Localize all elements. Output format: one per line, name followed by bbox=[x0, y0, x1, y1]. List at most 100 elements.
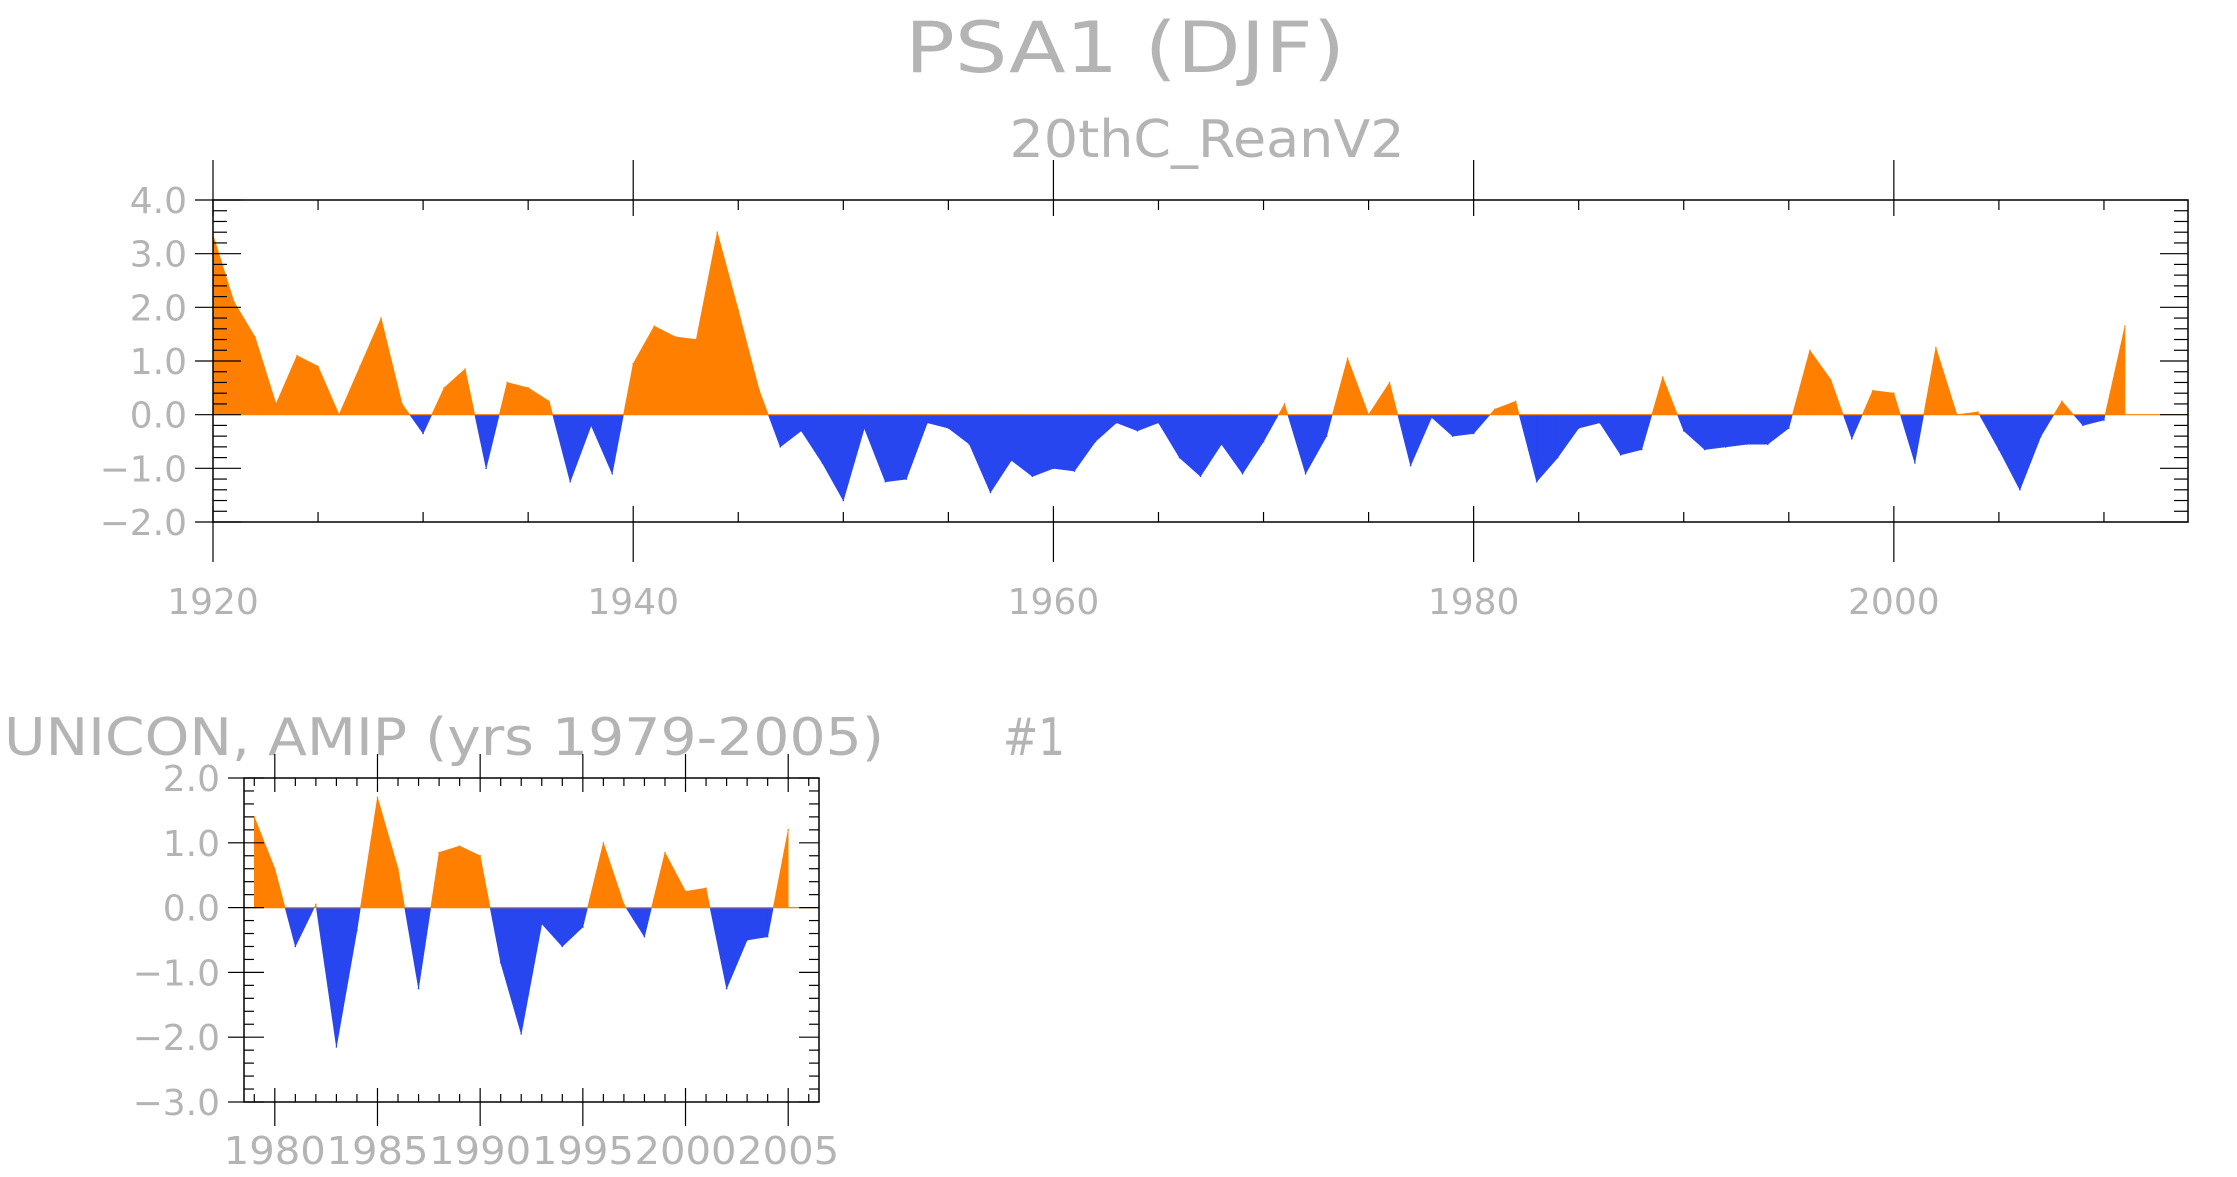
panel2-area-segment-1979 bbox=[253, 816, 276, 908]
panel1-area-segment-1982 bbox=[1518, 414, 1537, 482]
panel2-area-segment-1995 bbox=[582, 907, 588, 928]
panel1-xtick-label-2000: 2000 bbox=[1848, 582, 1940, 623]
panel1-ytick-label: 0.0 bbox=[130, 396, 187, 437]
panel1-area-segment-1997 bbox=[1842, 414, 1853, 439]
panel2-area-segment-1986 bbox=[397, 868, 406, 908]
panel2-point-1984 bbox=[356, 929, 358, 932]
panel2-xtick-label-2000: 2000 bbox=[635, 1129, 737, 1173]
panel1-area-segment-2001 bbox=[1923, 347, 1937, 415]
panel1-point-1936 bbox=[548, 400, 550, 403]
panel1-area-segment-1953 bbox=[906, 414, 928, 480]
panel1-point-1994 bbox=[1766, 443, 1769, 445]
panel1-area-segment-1974 bbox=[1347, 358, 1370, 415]
panel2-point-1990 bbox=[479, 854, 481, 857]
panel2-ytick-label: −2.0 bbox=[133, 1018, 220, 1059]
panel2-point-2003 bbox=[746, 939, 748, 941]
panel2-point-2005 bbox=[787, 829, 789, 831]
panel2-area-segment-2001 bbox=[709, 907, 727, 989]
panel1-point-1978 bbox=[1430, 416, 1433, 419]
panel1-area-segment-1931 bbox=[443, 368, 466, 415]
panel2-area-segment-1989 bbox=[459, 845, 481, 908]
panel1-point-2007 bbox=[2040, 435, 2042, 437]
panel1-area-segment-1952 bbox=[885, 414, 907, 483]
panel1-point-1979 bbox=[1451, 435, 1454, 437]
panel2-area-segment-1996 bbox=[603, 842, 625, 908]
panel1-area-segment-1999 bbox=[1872, 390, 1895, 415]
panel2-point-1993 bbox=[540, 923, 543, 925]
panel1-area-segment-1942 bbox=[674, 336, 697, 415]
panel2-xtick-label-1980: 1980 bbox=[224, 1129, 326, 1173]
panel1-point-1932 bbox=[464, 368, 466, 370]
panel1-area-segment-1976 bbox=[1389, 382, 1399, 415]
panel1-point-1991 bbox=[1703, 448, 1706, 451]
panel1-point-1980 bbox=[1472, 432, 1475, 435]
panel2-run-tag: #1 bbox=[1003, 708, 1065, 768]
panel2-area-segment-2004 bbox=[772, 829, 789, 908]
panel1-area-segment-1928 bbox=[380, 317, 403, 415]
panel1-area-segment-1970 bbox=[1263, 414, 1280, 443]
panel2-axes-frame bbox=[243, 777, 820, 1103]
panel1-point-1996 bbox=[1809, 349, 1811, 352]
panel1-area-segment-1935 bbox=[527, 387, 550, 415]
panel1-area-segment-1929 bbox=[401, 402, 411, 415]
panel1-point-1973 bbox=[1325, 435, 1328, 437]
panel1-area-segment-1993 bbox=[1746, 414, 1769, 445]
panel2-area-segment-2002 bbox=[726, 907, 748, 989]
panel2-point-1999 bbox=[664, 851, 666, 854]
panel1-point-1992 bbox=[1724, 446, 1727, 448]
panel1-point-1954 bbox=[926, 421, 929, 424]
panel2-point-1996 bbox=[602, 842, 605, 844]
panel1-point-1990 bbox=[1682, 429, 1685, 432]
panel2-area-segment-1998 bbox=[644, 907, 652, 937]
panel1-area-segment-1961 bbox=[1074, 414, 1096, 472]
panel2-area-segment-1980 bbox=[284, 907, 296, 947]
panel1-area-segment-1981 bbox=[1494, 400, 1516, 415]
panel1-ytick-label: −1.0 bbox=[100, 449, 187, 490]
panel1-point-1983 bbox=[1535, 480, 1538, 483]
panel1-area-segment-1947 bbox=[779, 414, 802, 448]
panel1-area-segment-2005 bbox=[1998, 414, 2021, 490]
panel2-area-segment-1997 bbox=[625, 907, 645, 938]
panel1-area-segment-2007 bbox=[2053, 400, 2063, 415]
panel1-point-2006 bbox=[2019, 489, 2021, 491]
panel1-area-segment-2006 bbox=[2019, 414, 2042, 490]
panel1-area-segment-2000 bbox=[1899, 414, 1916, 464]
panel1-point-2009 bbox=[2082, 424, 2084, 427]
panel1-point-1951 bbox=[863, 427, 866, 429]
figure-title: PSA1 (DJF) bbox=[905, 7, 1345, 89]
panel1-ytick-label: 3.0 bbox=[130, 235, 187, 276]
panel1-point-1945 bbox=[737, 309, 740, 311]
panel1-area-segment-1943 bbox=[695, 232, 718, 415]
panel1-area-segment-1970 bbox=[1278, 402, 1285, 415]
panel1-area-segment-1986 bbox=[1599, 414, 1622, 456]
panel2-point-1983 bbox=[335, 1046, 338, 1048]
panel2-ytick-label: 2.0 bbox=[163, 759, 220, 800]
panel1-point-1976 bbox=[1388, 381, 1391, 384]
panel2-area-segment-1992 bbox=[520, 907, 543, 1035]
panel1-point-2011 bbox=[2124, 325, 2126, 327]
panel1-area-segment-1923 bbox=[275, 355, 298, 415]
panel1-point-1924 bbox=[296, 354, 298, 357]
panel2-point-1987 bbox=[417, 987, 420, 990]
panel1-area-segment-1979 bbox=[1452, 414, 1474, 437]
panel1-point-2010 bbox=[2103, 419, 2105, 421]
panel2-point-2000 bbox=[684, 890, 687, 893]
panel1-point-1960 bbox=[1052, 467, 1055, 470]
panel1-area-segment-1969 bbox=[1242, 414, 1264, 475]
panel1-area-segment-1964 bbox=[1137, 414, 1159, 432]
panel1-point-1930 bbox=[422, 432, 424, 435]
panel1-point-2004 bbox=[1977, 411, 1979, 413]
panel1-area-segment-1932 bbox=[474, 414, 487, 469]
panel1-area-segment-1945 bbox=[737, 309, 760, 415]
panel2-area-segment-1993 bbox=[541, 907, 563, 948]
panel1-area-segment-1946 bbox=[767, 414, 781, 447]
panel1-area-segment-1922 bbox=[254, 336, 277, 415]
panel1-point-2001 bbox=[1914, 462, 1916, 464]
panel1-point-1970 bbox=[1262, 440, 1265, 443]
panel2-subtitle: UNICON, AMIP (yrs 1979-2005) bbox=[4, 708, 884, 768]
panel1-point-1950 bbox=[842, 499, 845, 502]
panel2-area-segment-1995 bbox=[587, 842, 604, 908]
panel1-point-1934 bbox=[506, 381, 508, 384]
panel1-point-1998 bbox=[1851, 438, 1853, 440]
panel1-point-1987 bbox=[1619, 454, 1622, 456]
